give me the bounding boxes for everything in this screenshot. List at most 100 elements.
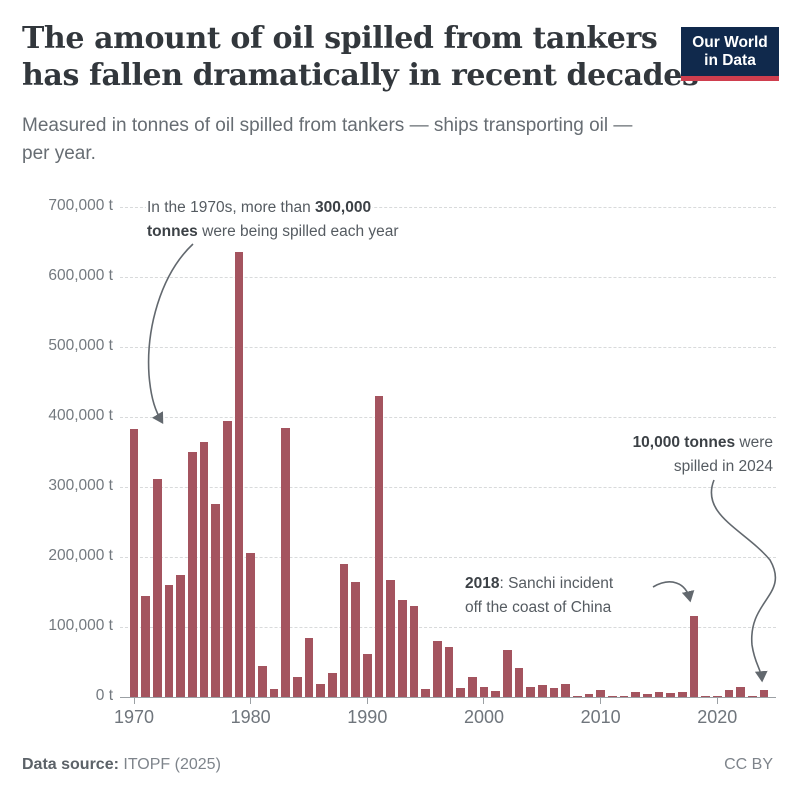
bar-1970: [129, 428, 139, 697]
gridline-100000t: [120, 627, 776, 628]
bar-1987: [328, 672, 337, 697]
bar-2001: [491, 691, 500, 697]
owid-logo-accent-strip: [681, 76, 779, 81]
annotation-2024-line-2: spilled in 2024: [673, 457, 773, 475]
x-axis-label-1970: 1970: [113, 707, 155, 727]
bar-2005: [538, 685, 547, 697]
bar-2016: [666, 692, 675, 697]
bar-1995: [421, 688, 430, 697]
annotation-2018-line-1: 2018: Sanchi incident: [465, 575, 614, 592]
data-source-label: Data source:: [22, 756, 119, 773]
title-line-2: has fallen dramatically in recent decade…: [22, 58, 699, 93]
x-axis-label-1980: 1980: [230, 707, 271, 727]
x-axis-label-1990: 1990: [347, 707, 388, 727]
bar-2020: [713, 696, 722, 697]
bar-2010: [596, 690, 605, 697]
bar-1998: [456, 687, 465, 697]
y-axis-label-200000t: 200,000 t: [48, 547, 113, 564]
bar-1980: [246, 552, 255, 697]
bar-2022: [736, 686, 745, 697]
annotation-2018-sanchi: 2018: Sanchi incident off the coast of C…: [465, 572, 613, 619]
annotation-2024: 10,000 tonnes were spilled in 2024: [633, 431, 773, 478]
x-tick-1990: [366, 697, 368, 704]
bar-1979: [234, 251, 244, 697]
bar-1971: [141, 595, 150, 697]
bar-2021: [724, 690, 734, 697]
bar-1994: [409, 606, 419, 697]
y-axis-label-0t: 0 t: [95, 687, 113, 704]
gridline-300000t: [120, 487, 776, 488]
title-line-1: The amount of oil spilled from tankers: [22, 21, 658, 56]
x-tick-2020: [716, 697, 718, 704]
bar-1983: [281, 428, 290, 697]
bar-1973: [164, 585, 174, 697]
bar-1988: [339, 564, 349, 697]
y-axis-label-400000t: 400,000 t: [48, 407, 113, 424]
bar-1985: [304, 637, 314, 697]
bar-1975: [188, 452, 197, 697]
bar-1997: [444, 646, 454, 697]
gridline-200000t: [120, 557, 776, 558]
annotation-1970s: In the 1970s, more than 300,000 tonnes w…: [146, 196, 400, 243]
bar-2019: [701, 696, 710, 697]
x-tick-1970: [133, 697, 135, 704]
bar-1978: [223, 420, 232, 697]
y-axis-label-100000t: 100,000 t: [48, 617, 113, 634]
bar-1996: [433, 641, 442, 697]
x-tick-2000: [483, 697, 485, 704]
bar-2013: [631, 692, 640, 697]
bar-1992: [386, 580, 395, 697]
bar-1976: [199, 442, 209, 697]
bar-2018: [689, 615, 699, 697]
x-tick-1980: [250, 697, 252, 704]
owid-logo-box: Our World in Data: [681, 27, 779, 76]
bar-1981: [258, 665, 267, 697]
bar-2008: [573, 695, 582, 697]
bar-1986: [316, 683, 325, 697]
owid-logo-text-line-2: in Data: [704, 52, 756, 69]
bar-2014: [643, 693, 652, 697]
y-axis-label-300000t: 300,000 t: [48, 477, 113, 494]
bar-1982: [269, 688, 279, 697]
bar-2024: [759, 690, 769, 697]
bar-2011: [608, 695, 617, 697]
bar-2012: [619, 696, 629, 697]
bar-1993: [398, 599, 407, 697]
data-source-note: Data source: ITOPF (2025): [22, 756, 221, 774]
gridline-700000t: [120, 207, 776, 208]
license-badge: CC BY: [724, 756, 773, 773]
bar-1984: [293, 676, 302, 697]
page-title: The amount of oil spilled from tankers h…: [22, 20, 699, 94]
subtitle-line-2: per year.: [22, 143, 96, 164]
bar-2004: [526, 686, 535, 697]
bar-2017: [678, 692, 687, 697]
bar-1989: [351, 582, 360, 697]
bar-1990: [363, 654, 372, 697]
annotation-2024-line-1: 10,000 tonnes were: [632, 434, 773, 451]
bar-2023: [748, 695, 757, 697]
data-source-value: ITOPF (2025): [123, 756, 221, 773]
bar-2006: [549, 687, 559, 697]
y-axis-label-600000t: 600,000 t: [48, 267, 113, 284]
gridline-600000t: [120, 277, 776, 278]
subtitle-line-1: Measured in tonnes of oil spilled from t…: [22, 115, 633, 136]
bar-1974: [176, 574, 185, 697]
gridline-0t: [120, 697, 776, 698]
chart-subtitle: Measured in tonnes of oil spilled from t…: [22, 112, 632, 168]
bar-2007: [561, 684, 570, 697]
bar-2000: [479, 687, 489, 697]
x-axis-label-2020: 2020: [697, 707, 738, 727]
annotation-1970s-line-2: tonnes were being spilled each year: [146, 219, 400, 243]
bar-2002: [503, 650, 512, 697]
bar-1991: [374, 396, 384, 697]
bar-2015: [654, 692, 664, 697]
y-axis-label-700000t: 700,000 t: [48, 197, 113, 214]
owid-logo-text-line-1: Our World: [692, 34, 768, 51]
bar-2003: [514, 667, 524, 697]
owid-logo: Our World in Data: [681, 27, 779, 81]
gridline-400000t: [120, 417, 776, 418]
gridline-500000t: [120, 347, 776, 348]
bar-2009: [584, 694, 594, 697]
annotation-1970s-line-1: In the 1970s, more than 300,000: [146, 196, 373, 220]
